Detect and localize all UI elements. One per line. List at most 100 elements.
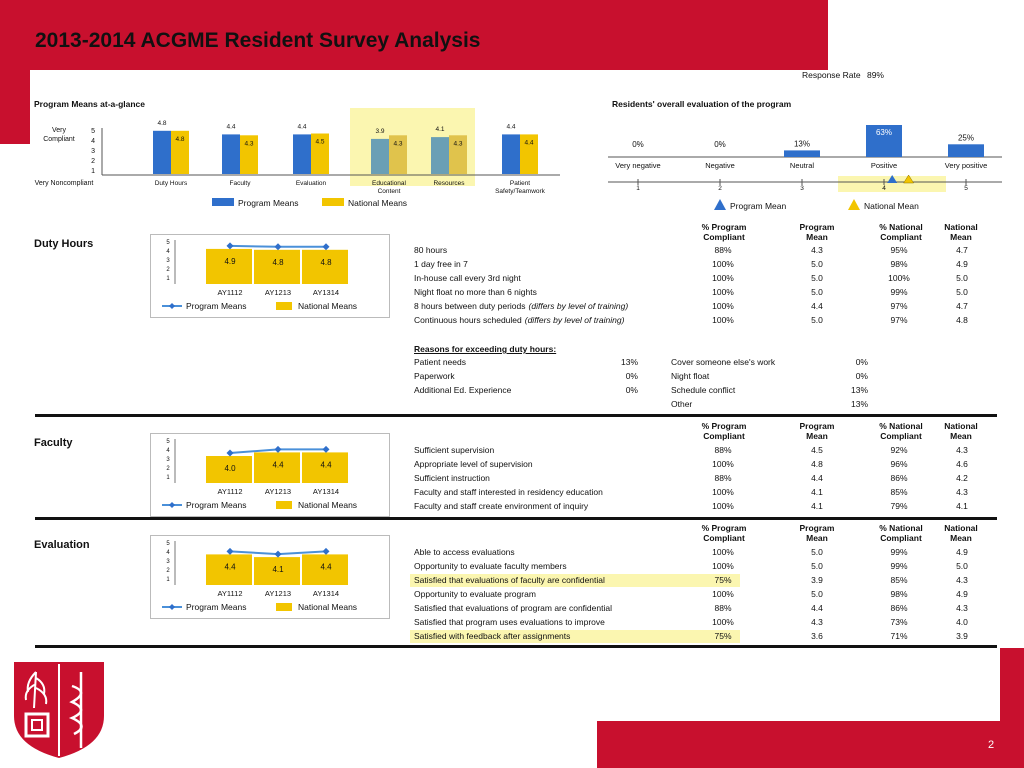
program-value-label: 4.4: [297, 123, 306, 130]
reason-label: Night float: [671, 371, 710, 381]
evaluation-trend-chart: 5 4 3 2 1 4.4 4.1 4.4 AY1112 AY1213 AY1314 Program …: [150, 535, 390, 619]
metric-value-nc: 95%: [890, 245, 908, 255]
national-value-label: 4.8: [175, 136, 184, 143]
reason-value: 0%: [855, 371, 868, 381]
metric-value-pc: 100%: [712, 459, 734, 469]
table-header: % Program Compliant: [701, 222, 747, 242]
table-header: Program Mean: [799, 523, 835, 543]
y-tick-label: 3: [91, 148, 95, 155]
divider-2: [35, 517, 997, 520]
response-rate-label: Response Rate: [802, 70, 861, 80]
trend-value-label: 4.1: [272, 565, 284, 574]
national-mean-bar: [302, 249, 348, 284]
reason-value: 13%: [620, 357, 638, 367]
metric-name: Satisfied with feedback after assignment…: [414, 631, 571, 641]
program-mean-marker: [887, 175, 898, 183]
eval-value-label: 0%: [632, 140, 644, 149]
reason-label: Paperwork: [414, 371, 455, 381]
scale-tick-label: 1: [636, 185, 640, 192]
program-mean-point: [226, 547, 234, 555]
metric-value-pc: 100%: [712, 487, 734, 497]
trend-y-tick: 5: [166, 240, 170, 246]
metric-label: Night float no more than 6 nights: [414, 286, 537, 299]
metric-value-nc: 99%: [890, 561, 908, 571]
metric-name: Continuous hours scheduled: [414, 315, 522, 325]
national-mean-bar: [171, 130, 189, 174]
metric-value-nc: 71%: [890, 631, 908, 641]
reason-value: 0%: [625, 385, 638, 395]
legend-program-label: Program Means: [186, 500, 246, 510]
metric-name: Appropriate level of supervision: [414, 459, 533, 469]
metric-value-nm: 5.0: [956, 561, 968, 571]
trend-value-label: 4.4: [224, 562, 236, 571]
metric-value-pm: 4.4: [811, 473, 823, 483]
metric-name: Sufficient instruction: [414, 473, 490, 483]
metric-value-nm: 5.0: [956, 273, 968, 283]
national-mean-bar: [302, 554, 348, 585]
left-red-strip: [0, 70, 30, 144]
metric-value-pc: 100%: [712, 547, 734, 557]
reason-label: Patient needs: [414, 357, 466, 367]
national-value-label: 4.3: [453, 140, 462, 147]
metric-name: Faculty and staff create environment of …: [414, 501, 589, 511]
metric-value-nm: 4.9: [956, 589, 968, 599]
program-mean-bar: [153, 130, 171, 174]
metric-name: Satisfied that program uses evaluations …: [414, 617, 605, 627]
metric-value-pm: 5.0: [811, 589, 823, 599]
trend-y-tick: 4: [166, 249, 170, 255]
trend-y-tick: 4: [166, 550, 170, 556]
metric-label: 80 hours: [414, 244, 447, 257]
legend-program-label: Program Means: [238, 198, 298, 208]
trend-y-tick: 2: [166, 267, 170, 273]
metric-value-nm: 4.8: [956, 315, 968, 325]
metric-value-nc: 100%: [888, 273, 910, 283]
legend-national-swatch: [276, 302, 292, 310]
metric-value-pc: 100%: [712, 501, 734, 511]
reason-value: 0%: [625, 371, 638, 381]
national-mean-bar: [254, 452, 300, 483]
trend-x-label: AY1112: [217, 288, 242, 297]
program-mean-bar: [502, 134, 520, 174]
metric-label: Satisfied that program uses evaluations …: [414, 616, 605, 629]
trend-x-label: AY1213: [265, 288, 291, 297]
y-top-label: Very Compliant: [43, 127, 75, 143]
eval-value-label: 0%: [714, 140, 726, 149]
reason-label: Cover someone else's work: [671, 357, 776, 367]
national-mean-bar: [206, 456, 252, 483]
metric-value-pc: 88%: [714, 473, 732, 483]
metric-label: Sufficient supervision: [414, 444, 494, 457]
y-tick-label: 2: [91, 158, 95, 165]
section-title-evaluation: Evaluation: [34, 539, 90, 551]
row-highlight: [410, 630, 740, 643]
metric-name: Night float no more than 6 nights: [414, 287, 537, 297]
row-highlight: [410, 574, 740, 587]
trend-y-tick: 3: [166, 559, 170, 565]
eval-value-label: 63%: [876, 128, 892, 137]
legend-national-swatch: [276, 501, 292, 509]
y-tick-label: 5: [91, 128, 95, 135]
header-band: [0, 0, 828, 70]
metric-label: Continuous hours scheduled (differs by le…: [414, 314, 624, 327]
program-mean-bar: [431, 137, 449, 174]
reason-label: Schedule conflict: [671, 385, 736, 395]
program-means-chart: 5 4 3 2 1 4.8 4.8 Duty Hours 4.4 4.3 Faculty 4.4 4.5…: [91, 108, 560, 208]
program-means-title: Program Means at-a-glance: [34, 99, 146, 109]
footer-band: [597, 721, 1024, 768]
trend-x-label: AY1314: [313, 487, 339, 496]
metric-value-pm: 5.0: [811, 315, 823, 325]
y-tick-label: 1: [91, 168, 95, 175]
y-bottom-label: Very Noncompliant: [34, 180, 94, 187]
metric-value-pm: 4.3: [811, 617, 823, 627]
metric-value-nc: 79%: [890, 501, 908, 511]
trend-y-tick: 3: [166, 457, 170, 463]
national-mean-bar: [302, 452, 348, 483]
metric-value-pm: 5.0: [811, 561, 823, 571]
metric-value-pc: 75%: [714, 575, 732, 585]
national-value-label: 4.3: [244, 140, 253, 147]
metric-value-pm: 5.0: [811, 547, 823, 557]
metric-label: Faculty and staff create environment of …: [414, 500, 588, 513]
program-mean-bar: [222, 134, 240, 174]
metric-name: Faculty and staff interested in residenc…: [414, 487, 603, 497]
trend-value-label: 4.4: [320, 460, 332, 469]
metric-value-nc: 99%: [890, 547, 908, 557]
